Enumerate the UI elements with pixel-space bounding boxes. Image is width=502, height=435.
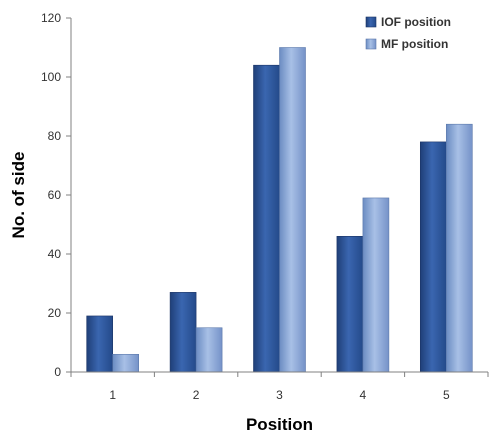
bar-iof-2 xyxy=(169,292,197,373)
bar-mf-1 xyxy=(112,353,139,373)
x-axis-ticks: 1 2 3 4 5 xyxy=(70,372,489,402)
y-tick-label: 60 xyxy=(48,188,62,202)
bar-iof-1 xyxy=(86,315,113,373)
y-tick-label: 40 xyxy=(48,247,62,261)
y-tick-label: 100 xyxy=(41,70,61,84)
legend: IOF position MF position xyxy=(365,15,451,51)
x-tick-label: 1 xyxy=(109,388,116,402)
y-tick-label: 20 xyxy=(48,306,62,320)
bar-mf-4 xyxy=(362,197,390,373)
x-axis-title: Position xyxy=(246,415,313,434)
bar-mf-3 xyxy=(279,47,306,373)
x-tick-label: 4 xyxy=(360,388,367,402)
bars xyxy=(86,47,473,373)
legend-label-iof: IOF position xyxy=(381,15,451,29)
y-axis-ticks: 0 20 40 60 80 100 120 xyxy=(41,11,71,379)
bar-mf-2 xyxy=(195,327,223,373)
y-axis-title: No. of side xyxy=(9,152,28,239)
x-tick-label: 3 xyxy=(276,388,283,402)
legend-label-mf: MF position xyxy=(381,37,448,51)
bar-iof-3 xyxy=(253,64,280,373)
y-tick-label: 80 xyxy=(48,129,62,143)
x-tick-label: 5 xyxy=(443,388,450,402)
bar-iof-4 xyxy=(336,236,364,373)
legend-swatch-iof xyxy=(365,16,377,28)
bar-mf-5 xyxy=(445,123,473,373)
legend-swatch-mf xyxy=(365,38,377,50)
bar-iof-5 xyxy=(419,141,447,373)
y-tick-label: 120 xyxy=(41,11,61,25)
x-tick-label: 2 xyxy=(193,388,200,402)
y-tick-label: 0 xyxy=(54,365,61,379)
